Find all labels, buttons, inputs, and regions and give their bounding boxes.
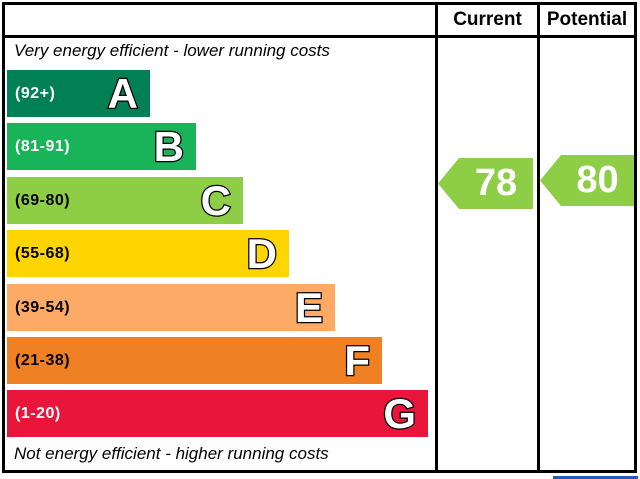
table-border-right [634,2,637,473]
potential-column-header: Potential [546,9,628,30]
table-border-left [2,2,5,473]
band-bar-c: (69-80) C [7,177,243,224]
band-bar-a: (92+) A [7,70,150,117]
band-bar-f: (21-38) F [7,337,382,384]
band-letter-label: A [106,69,139,117]
band-bar-b: (81-91) B [7,123,196,170]
potential-rating-arrow: 80 [540,155,634,206]
band-range-label: (1-20) [15,404,61,422]
current-column-header: Current [453,9,522,30]
table-divider-potential [537,2,540,473]
table-border-bottom [2,470,637,473]
band-range-label: (55-68) [15,244,71,262]
table-divider-current [435,2,438,473]
current-rating-value: 78 [474,162,518,204]
band-letter-label: C [199,176,232,224]
band-range-label: (81-91) [15,137,71,155]
band-bar-e: (39-54) E [7,284,335,331]
table-border-header [2,35,637,38]
band-range-label: (69-80) [15,191,71,209]
cropped-blue-bar [553,476,638,479]
band-letter-label: E [294,283,325,331]
bottom-caption: Not energy efficient - higher running co… [14,444,329,463]
table-border-top [2,2,637,5]
band-bar-d: (55-68) D [7,230,289,277]
top-caption: Very energy efficient - lower running co… [14,41,330,60]
band-letter-label: B [152,122,185,170]
current-rating-arrow: 78 [438,158,533,209]
band-range-label: (21-38) [15,351,71,369]
band-range-label: (39-54) [15,298,71,316]
band-letter-label: G [382,389,417,437]
band-letter-label: F [343,336,371,384]
band-range-label: (92+) [15,84,56,102]
band-letter-label: D [245,229,278,277]
potential-rating-value: 80 [576,159,619,201]
band-bar-g: (1-20) G [7,390,428,437]
